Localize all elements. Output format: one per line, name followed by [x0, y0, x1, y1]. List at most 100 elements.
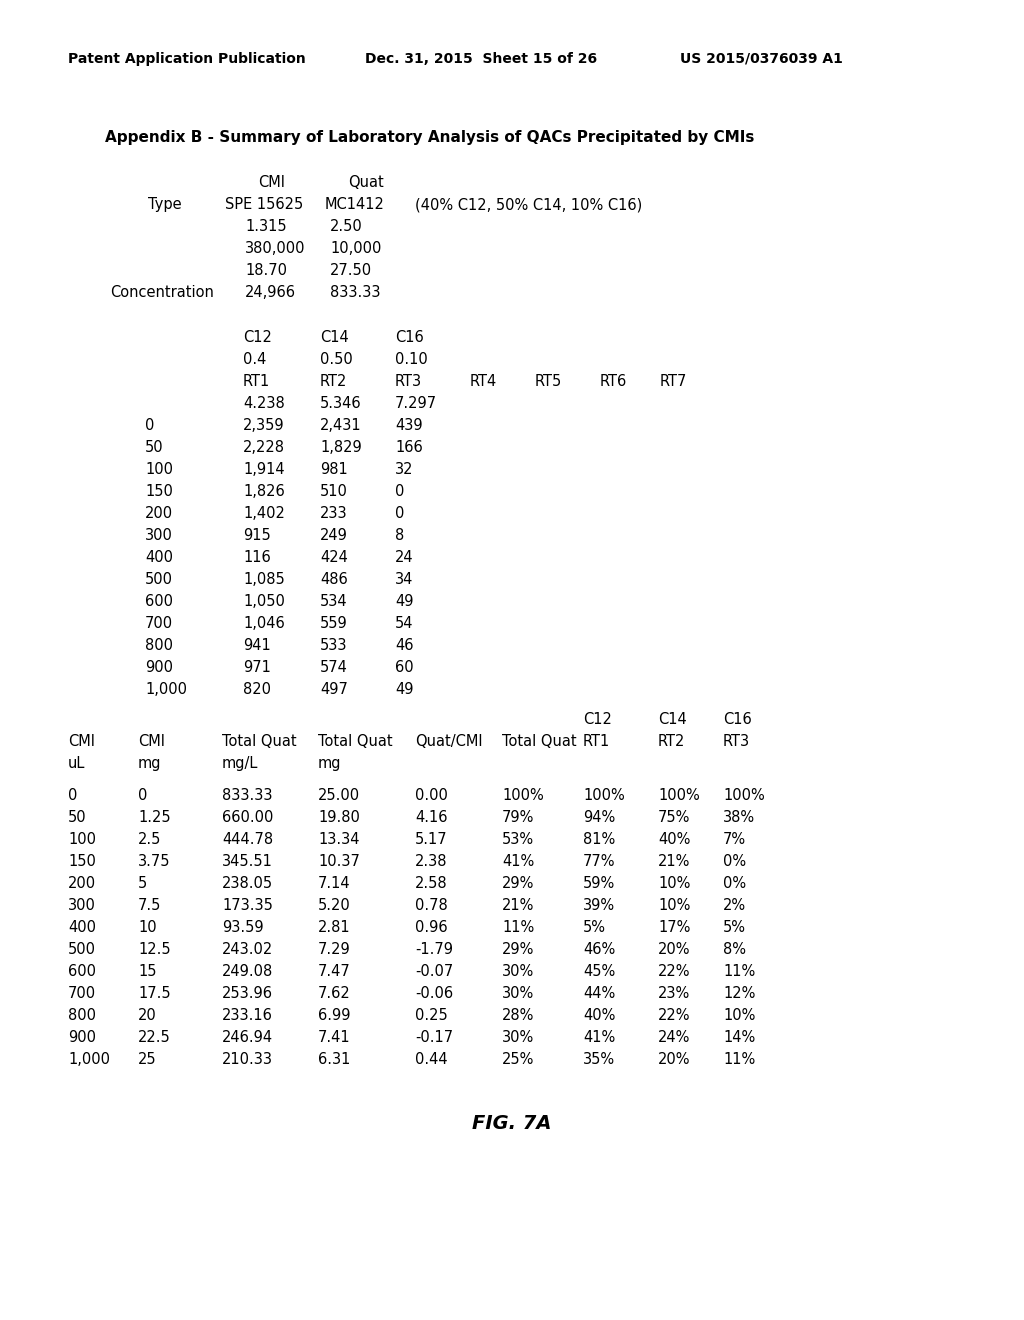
- Text: 7.5: 7.5: [138, 898, 162, 913]
- Text: RT2: RT2: [658, 734, 685, 748]
- Text: 17%: 17%: [658, 920, 690, 935]
- Text: -1.79: -1.79: [415, 942, 453, 957]
- Text: 7.29: 7.29: [318, 942, 351, 957]
- Text: 8%: 8%: [723, 942, 746, 957]
- Text: 40%: 40%: [658, 832, 690, 847]
- Text: Quat: Quat: [348, 176, 384, 190]
- Text: C16: C16: [395, 330, 424, 345]
- Text: 19.80: 19.80: [318, 810, 359, 825]
- Text: 5%: 5%: [723, 920, 746, 935]
- Text: (40% C12, 50% C14, 10% C16): (40% C12, 50% C14, 10% C16): [415, 197, 642, 213]
- Text: 100%: 100%: [502, 788, 544, 803]
- Text: 10%: 10%: [658, 898, 690, 913]
- Text: 49: 49: [395, 682, 414, 697]
- Text: 150: 150: [68, 854, 96, 869]
- Text: 22%: 22%: [658, 964, 690, 979]
- Text: 249: 249: [319, 528, 348, 543]
- Text: 233: 233: [319, 506, 347, 521]
- Text: 41%: 41%: [583, 1030, 615, 1045]
- Text: C12: C12: [243, 330, 272, 345]
- Text: 0: 0: [395, 484, 404, 499]
- Text: 53%: 53%: [502, 832, 535, 847]
- Text: 0.78: 0.78: [415, 898, 447, 913]
- Text: 439: 439: [395, 418, 423, 433]
- Text: 424: 424: [319, 550, 348, 565]
- Text: 574: 574: [319, 660, 348, 675]
- Text: RT6: RT6: [600, 374, 628, 389]
- Text: 1,829: 1,829: [319, 440, 361, 455]
- Text: 5: 5: [138, 876, 147, 891]
- Text: 81%: 81%: [583, 832, 615, 847]
- Text: 600: 600: [145, 594, 173, 609]
- Text: 34: 34: [395, 572, 414, 587]
- Text: 400: 400: [68, 920, 96, 935]
- Text: 10.37: 10.37: [318, 854, 359, 869]
- Text: 25: 25: [138, 1052, 157, 1067]
- Text: 40%: 40%: [583, 1008, 615, 1023]
- Text: 4.238: 4.238: [243, 396, 285, 411]
- Text: 0: 0: [68, 788, 78, 803]
- Text: 981: 981: [319, 462, 348, 477]
- Text: 534: 534: [319, 594, 347, 609]
- Text: 29%: 29%: [502, 876, 535, 891]
- Text: 1,914: 1,914: [243, 462, 285, 477]
- Text: Concentration: Concentration: [110, 285, 214, 300]
- Text: 0.00: 0.00: [415, 788, 447, 803]
- Text: 24: 24: [395, 550, 414, 565]
- Text: 23%: 23%: [658, 986, 690, 1001]
- Text: 559: 559: [319, 616, 348, 631]
- Text: -0.07: -0.07: [415, 964, 454, 979]
- Text: 1,046: 1,046: [243, 616, 285, 631]
- Text: 3.75: 3.75: [138, 854, 171, 869]
- Text: 100%: 100%: [583, 788, 625, 803]
- Text: 166: 166: [395, 440, 423, 455]
- Text: 0: 0: [395, 506, 404, 521]
- Text: 21%: 21%: [502, 898, 535, 913]
- Text: 0.4: 0.4: [243, 352, 266, 367]
- Text: 249.08: 249.08: [222, 964, 273, 979]
- Text: 5%: 5%: [583, 920, 606, 935]
- Text: 5.20: 5.20: [318, 898, 351, 913]
- Text: 0.25: 0.25: [415, 1008, 447, 1023]
- Text: Type: Type: [148, 197, 181, 213]
- Text: MC1412: MC1412: [325, 197, 385, 213]
- Text: 2.58: 2.58: [415, 876, 447, 891]
- Text: 7%: 7%: [723, 832, 746, 847]
- Text: Patent Application Publication: Patent Application Publication: [68, 51, 306, 66]
- Text: 46: 46: [395, 638, 414, 653]
- Text: 4.16: 4.16: [415, 810, 447, 825]
- Text: Total Quat: Total Quat: [222, 734, 297, 748]
- Text: 300: 300: [145, 528, 173, 543]
- Text: 59%: 59%: [583, 876, 615, 891]
- Text: 510: 510: [319, 484, 348, 499]
- Text: 700: 700: [68, 986, 96, 1001]
- Text: 5.346: 5.346: [319, 396, 361, 411]
- Text: 11%: 11%: [723, 964, 756, 979]
- Text: 18.70: 18.70: [245, 263, 287, 279]
- Text: 29%: 29%: [502, 942, 535, 957]
- Text: CMI: CMI: [68, 734, 95, 748]
- Text: Dec. 31, 2015  Sheet 15 of 26: Dec. 31, 2015 Sheet 15 of 26: [365, 51, 597, 66]
- Text: uL: uL: [68, 756, 85, 771]
- Text: 300: 300: [68, 898, 96, 913]
- Text: RT2: RT2: [319, 374, 347, 389]
- Text: -0.17: -0.17: [415, 1030, 454, 1045]
- Text: 75%: 75%: [658, 810, 690, 825]
- Text: 7.62: 7.62: [318, 986, 351, 1001]
- Text: 0.10: 0.10: [395, 352, 428, 367]
- Text: 486: 486: [319, 572, 348, 587]
- Text: 79%: 79%: [502, 810, 535, 825]
- Text: 380,000: 380,000: [245, 242, 305, 256]
- Text: 20%: 20%: [658, 1052, 690, 1067]
- Text: 11%: 11%: [723, 1052, 756, 1067]
- Text: C12: C12: [583, 711, 612, 727]
- Text: 14%: 14%: [723, 1030, 756, 1045]
- Text: 0.44: 0.44: [415, 1052, 447, 1067]
- Text: 10%: 10%: [723, 1008, 756, 1023]
- Text: 30%: 30%: [502, 1030, 535, 1045]
- Text: 2,228: 2,228: [243, 440, 285, 455]
- Text: 7.41: 7.41: [318, 1030, 350, 1045]
- Text: 233.16: 233.16: [222, 1008, 272, 1023]
- Text: Quat/CMI: Quat/CMI: [415, 734, 482, 748]
- Text: Appendix B - Summary of Laboratory Analysis of QACs Precipitated by CMIs: Appendix B - Summary of Laboratory Analy…: [105, 129, 755, 145]
